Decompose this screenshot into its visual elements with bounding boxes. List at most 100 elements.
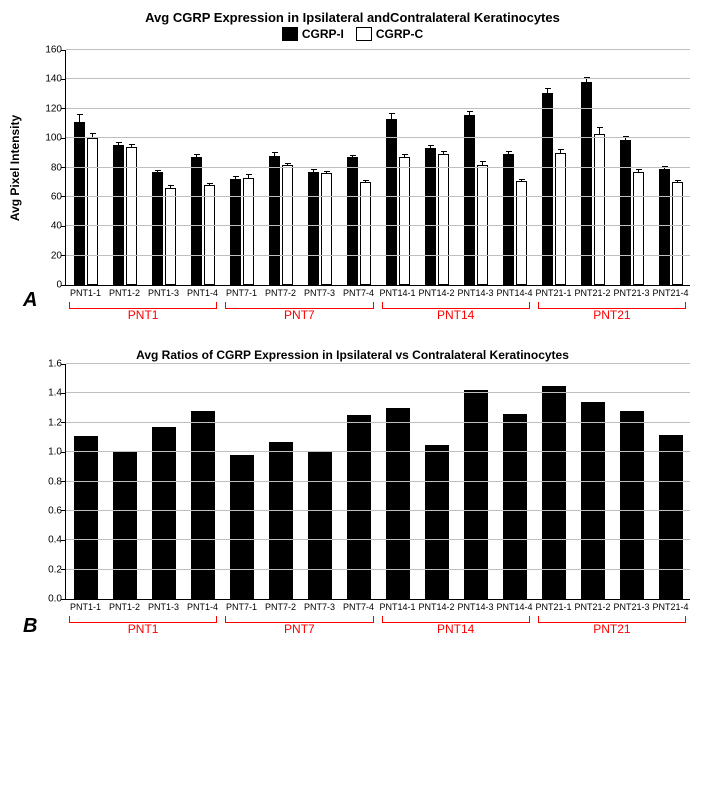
- bar: [152, 427, 176, 599]
- panel-a-supergroups: PNT1PNT7PNT14PNT21: [65, 304, 690, 318]
- error-bar: [352, 155, 353, 158]
- legend-item: CGRP-C: [356, 27, 423, 41]
- error-bar: [235, 176, 236, 180]
- y-tick-label: 1.0: [48, 447, 66, 458]
- bar-group: PNT14-1: [378, 50, 417, 285]
- bar-group: PNT14-3: [456, 50, 495, 285]
- x-tick-label: PNT21-3: [613, 285, 649, 298]
- x-tick-label: PNT14-4: [496, 599, 532, 612]
- x-tick-label: PNT14-3: [457, 285, 493, 298]
- panel-a-letter: A: [23, 289, 37, 312]
- grid-line: [66, 451, 690, 452]
- bar: [113, 451, 137, 599]
- x-tick-label: PNT1-1: [70, 285, 101, 298]
- legend-label: CGRP-C: [376, 27, 423, 41]
- panel-a: Avg CGRP Expression in Ipsilateral andCo…: [5, 10, 700, 318]
- bar-group: PNT1-3: [144, 50, 183, 285]
- x-tick-label: PNT14-4: [496, 285, 532, 298]
- bar-group: PNT21-1: [534, 50, 573, 285]
- x-tick-label: PNT1-3: [148, 285, 179, 298]
- error-bar: [118, 142, 119, 146]
- bar: [191, 411, 215, 599]
- x-tick-label: PNT21-2: [574, 285, 610, 298]
- legend-label: CGRP-I: [302, 27, 344, 41]
- y-tick-label: 160: [45, 45, 66, 56]
- x-tick-label: PNT1-2: [109, 285, 140, 298]
- y-tick-label: 0.4: [48, 535, 66, 546]
- bar: [126, 147, 137, 285]
- bar: [425, 148, 436, 285]
- grid-line: [66, 196, 690, 197]
- error-bar: [79, 114, 80, 123]
- supergroup-label: PNT21: [593, 308, 630, 322]
- panel-b: Avg Ratios of CGRP Expression in Ipsilat…: [5, 348, 700, 632]
- x-tick-label: PNT1-4: [187, 285, 218, 298]
- x-tick-label: PNT14-3: [457, 599, 493, 612]
- bar: [503, 154, 514, 285]
- bar: [594, 134, 605, 285]
- bar-group: PNT1-1: [66, 50, 105, 285]
- supergroup: PNT1: [65, 618, 221, 632]
- grid-line: [66, 539, 690, 540]
- grid-line: [66, 569, 690, 570]
- x-tick-label: PNT7-1: [226, 599, 257, 612]
- bar: [620, 411, 644, 599]
- bar-group: PNT7-3: [300, 364, 339, 599]
- bar-group: PNT14-4: [495, 364, 534, 599]
- bar-group: PNT7-3: [300, 50, 339, 285]
- y-tick-label: 20: [51, 250, 66, 261]
- error-bar: [508, 151, 509, 155]
- bar-group: PNT14-4: [495, 50, 534, 285]
- y-tick-label: 1.4: [48, 388, 66, 399]
- supergroup: PNT7: [221, 304, 377, 318]
- bar-group: PNT7-2: [261, 50, 300, 285]
- error-bar: [248, 174, 249, 178]
- bar: [74, 122, 85, 285]
- y-tick-label: 0.6: [48, 505, 66, 516]
- error-bar: [677, 180, 678, 183]
- error-bar: [443, 151, 444, 155]
- x-tick-label: PNT7-3: [304, 285, 335, 298]
- x-tick-label: PNT14-1: [379, 599, 415, 612]
- bar: [464, 115, 475, 285]
- y-tick-label: 140: [45, 74, 66, 85]
- error-bar: [469, 111, 470, 115]
- bar: [659, 435, 683, 600]
- bar: [204, 185, 215, 285]
- panel-b-title: Avg Ratios of CGRP Expression in Ipsilat…: [5, 348, 700, 362]
- bar: [347, 415, 371, 599]
- x-tick-label: PNT21-3: [613, 599, 649, 612]
- panel-b-plot: PNT1-1PNT1-2PNT1-3PNT1-4PNT7-1PNT7-2PNT7…: [65, 364, 690, 600]
- bar: [672, 182, 683, 285]
- bar: [74, 436, 98, 599]
- error-bar: [599, 127, 600, 134]
- bar: [633, 172, 644, 285]
- bar: [347, 157, 358, 285]
- x-tick-label: PNT7-4: [343, 599, 374, 612]
- bar-group: PNT21-3: [612, 50, 651, 285]
- error-bar: [482, 161, 483, 165]
- grid-line: [66, 510, 690, 511]
- bar-group: PNT14-3: [456, 364, 495, 599]
- grid-line: [66, 137, 690, 138]
- y-tick-label: 100: [45, 133, 66, 144]
- bar-group: PNT21-4: [651, 364, 690, 599]
- panel-a-plot: PNT1-1PNT1-2PNT1-3PNT1-4PNT7-1PNT7-2PNT7…: [65, 50, 690, 286]
- error-bar: [638, 169, 639, 173]
- bar-group: PNT7-2: [261, 364, 300, 599]
- y-tick-label: 0: [56, 280, 66, 291]
- bar: [269, 156, 280, 285]
- grid-line: [66, 49, 690, 50]
- supergroup: PNT14: [378, 618, 534, 632]
- bar-group: PNT1-2: [105, 364, 144, 599]
- bar-group: PNT7-4: [339, 364, 378, 599]
- grid-line: [66, 422, 690, 423]
- bar: [165, 188, 176, 285]
- x-tick-label: PNT7-4: [343, 285, 374, 298]
- supergroup-label: PNT1: [128, 308, 159, 322]
- x-tick-label: PNT14-2: [418, 285, 454, 298]
- x-tick-label: PNT1-3: [148, 599, 179, 612]
- grid-line: [66, 225, 690, 226]
- supergroup-label: PNT1: [128, 622, 159, 636]
- error-bar: [274, 152, 275, 156]
